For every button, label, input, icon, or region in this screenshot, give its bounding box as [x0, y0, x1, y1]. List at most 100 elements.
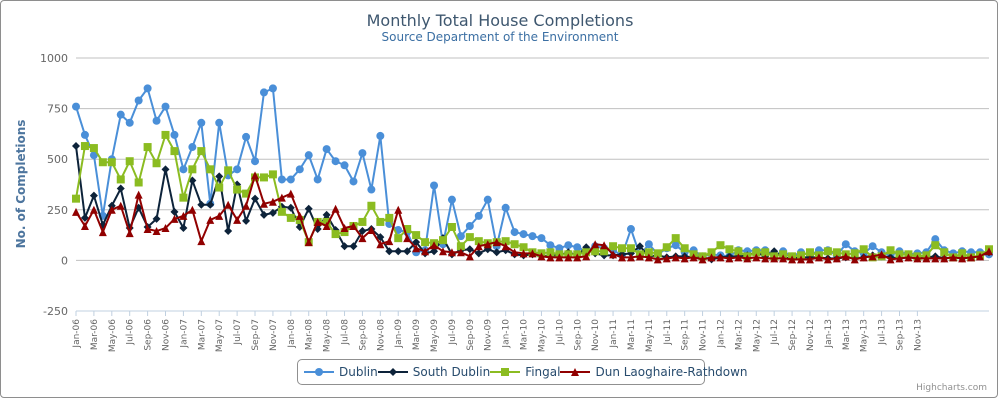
data-point-dun-laoghaire-rathdown[interactable]: [600, 241, 609, 250]
data-point-dublin[interactable]: [170, 130, 179, 139]
data-point-fingal[interactable]: [940, 248, 949, 257]
data-point-fingal[interactable]: [340, 228, 349, 237]
data-point-dublin[interactable]: [528, 232, 537, 241]
data-point-south-dublin[interactable]: [161, 165, 170, 174]
data-point-dun-laoghaire-rathdown[interactable]: [716, 253, 725, 262]
data-point-south-dublin[interactable]: [358, 227, 367, 236]
data-point-dun-laoghaire-rathdown[interactable]: [832, 254, 841, 263]
data-point-dun-laoghaire-rathdown[interactable]: [170, 214, 179, 223]
data-point-fingal[interactable]: [850, 249, 859, 258]
data-point-fingal[interactable]: [125, 157, 134, 166]
data-point-dublin[interactable]: [564, 241, 573, 250]
data-point-dun-laoghaire-rathdown[interactable]: [367, 226, 376, 235]
data-point-dun-laoghaire-rathdown[interactable]: [895, 254, 904, 263]
data-point-dun-laoghaire-rathdown[interactable]: [546, 253, 555, 262]
data-point-dun-laoghaire-rathdown[interactable]: [752, 253, 761, 262]
data-point-fingal[interactable]: [233, 185, 242, 194]
data-point-dun-laoghaire-rathdown[interactable]: [949, 253, 958, 262]
data-point-dun-laoghaire-rathdown[interactable]: [770, 254, 779, 263]
data-point-fingal[interactable]: [591, 247, 600, 256]
data-point-fingal[interactable]: [152, 159, 161, 168]
data-point-dun-laoghaire-rathdown[interactable]: [635, 252, 644, 261]
data-point-fingal[interactable]: [671, 234, 680, 243]
data-point-dun-laoghaire-rathdown[interactable]: [152, 227, 161, 236]
data-point-fingal[interactable]: [161, 130, 170, 139]
data-point-dun-laoghaire-rathdown[interactable]: [805, 255, 814, 264]
data-point-dun-laoghaire-rathdown[interactable]: [877, 250, 886, 259]
data-point-dun-laoghaire-rathdown[interactable]: [814, 253, 823, 262]
data-point-dublin[interactable]: [626, 225, 635, 234]
data-point-fingal[interactable]: [89, 144, 98, 153]
data-point-dun-laoghaire-rathdown[interactable]: [573, 253, 582, 262]
data-point-dun-laoghaire-rathdown[interactable]: [224, 200, 233, 209]
data-point-fingal[interactable]: [134, 178, 143, 187]
data-point-dun-laoghaire-rathdown[interactable]: [483, 240, 492, 249]
data-point-fingal[interactable]: [465, 233, 474, 242]
data-point-dun-laoghaire-rathdown[interactable]: [582, 252, 591, 261]
data-point-dublin[interactable]: [367, 185, 376, 194]
data-point-fingal[interactable]: [98, 158, 107, 167]
data-point-south-dublin[interactable]: [259, 210, 268, 219]
data-point-dun-laoghaire-rathdown[interactable]: [823, 255, 832, 264]
data-point-dun-laoghaire-rathdown[interactable]: [107, 205, 116, 214]
data-point-fingal[interactable]: [707, 248, 716, 257]
data-point-fingal[interactable]: [725, 245, 734, 254]
data-point-south-dublin[interactable]: [206, 200, 215, 209]
data-point-fingal[interactable]: [438, 236, 447, 245]
data-point-fingal[interactable]: [456, 242, 465, 251]
data-point-fingal[interactable]: [224, 166, 233, 175]
data-point-south-dublin[interactable]: [197, 200, 206, 209]
data-point-dublin[interactable]: [474, 211, 483, 220]
data-point-dun-laoghaire-rathdown[interactable]: [725, 254, 734, 263]
data-point-dun-laoghaire-rathdown[interactable]: [116, 201, 125, 210]
data-point-dun-laoghaire-rathdown[interactable]: [242, 201, 251, 210]
data-point-dublin[interactable]: [72, 102, 80, 111]
data-point-dun-laoghaire-rathdown[interactable]: [456, 248, 465, 257]
data-point-dun-laoghaire-rathdown[interactable]: [125, 229, 134, 238]
data-point-dun-laoghaire-rathdown[interactable]: [734, 253, 743, 262]
data-point-dublin[interactable]: [134, 96, 143, 105]
data-point-fingal[interactable]: [268, 170, 277, 179]
data-point-fingal[interactable]: [609, 242, 618, 251]
data-point-dun-laoghaire-rathdown[interactable]: [421, 247, 430, 256]
data-point-fingal[interactable]: [761, 248, 770, 257]
data-point-fingal[interactable]: [277, 207, 286, 216]
data-point-fingal[interactable]: [286, 213, 295, 222]
data-point-fingal[interactable]: [931, 241, 940, 250]
data-point-fingal[interactable]: [618, 244, 627, 253]
data-point-dun-laoghaire-rathdown[interactable]: [188, 205, 197, 214]
data-point-south-dublin[interactable]: [286, 203, 295, 212]
data-point-dun-laoghaire-rathdown[interactable]: [743, 254, 752, 263]
data-point-dun-laoghaire-rathdown[interactable]: [197, 237, 206, 246]
data-point-south-dublin[interactable]: [349, 242, 358, 251]
data-point-dun-laoghaire-rathdown[interactable]: [438, 247, 447, 256]
data-point-dun-laoghaire-rathdown[interactable]: [922, 254, 931, 263]
data-point-dublin[interactable]: [376, 131, 385, 140]
data-point-south-dublin[interactable]: [170, 207, 179, 216]
data-point-dun-laoghaire-rathdown[interactable]: [510, 248, 519, 257]
data-point-fingal[interactable]: [206, 165, 215, 174]
data-point-dun-laoghaire-rathdown[interactable]: [680, 254, 689, 263]
data-point-dublin[interactable]: [125, 118, 134, 127]
data-point-south-dublin[interactable]: [385, 247, 394, 256]
data-point-fingal[interactable]: [859, 245, 868, 254]
data-point-dun-laoghaire-rathdown[interactable]: [268, 197, 277, 206]
data-point-dun-laoghaire-rathdown[interactable]: [707, 253, 716, 262]
data-point-dublin[interactable]: [286, 175, 295, 184]
data-point-fingal[interactable]: [403, 225, 412, 234]
data-point-dun-laoghaire-rathdown[interactable]: [349, 221, 358, 230]
data-point-dublin[interactable]: [143, 84, 152, 93]
data-point-fingal[interactable]: [385, 213, 394, 222]
data-point-fingal[interactable]: [80, 142, 89, 151]
data-point-dun-laoghaire-rathdown[interactable]: [304, 238, 313, 247]
data-point-dun-laoghaire-rathdown[interactable]: [251, 171, 260, 180]
data-point-fingal[interactable]: [107, 158, 116, 167]
data-point-dun-laoghaire-rathdown[interactable]: [779, 254, 788, 263]
data-point-fingal[interactable]: [895, 250, 904, 259]
data-point-south-dublin[interactable]: [72, 142, 80, 151]
data-point-south-dublin[interactable]: [635, 242, 644, 251]
data-point-dun-laoghaire-rathdown[interactable]: [564, 253, 573, 262]
data-point-fingal[interactable]: [644, 248, 653, 257]
data-point-dun-laoghaire-rathdown[interactable]: [537, 252, 546, 261]
data-point-dublin[interactable]: [340, 161, 349, 170]
